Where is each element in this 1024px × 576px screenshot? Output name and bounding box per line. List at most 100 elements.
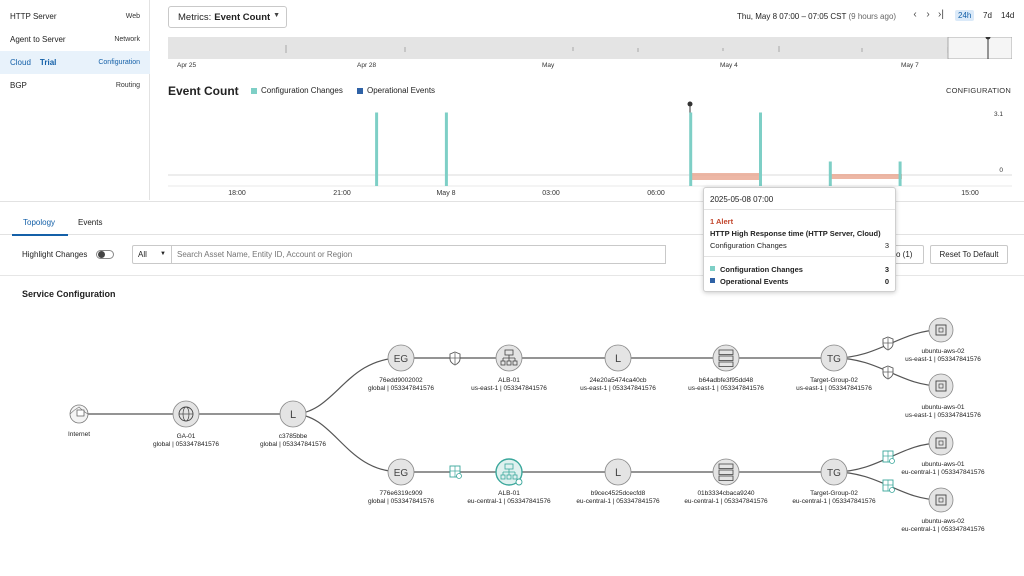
node-label: ubuntu-aws-01 eu-central-1 | 053347841576	[901, 461, 985, 476]
metrics-select[interactable]: Metrics: Event Count ▼	[168, 6, 287, 28]
event-count-chart[interactable]: 3.1 0 18:00 21:00 May 8 03:00 06:00 15:0…	[0, 0, 1024, 200]
y-min-label: 0	[999, 167, 1003, 174]
cpu-chip-icon[interactable]	[928, 430, 954, 456]
cpu-chip-icon[interactable]	[928, 373, 954, 399]
security-group-icon[interactable]	[449, 465, 462, 479]
node-label: 24e20a5474ca40cb us-east-1 | 053347841576	[580, 377, 656, 392]
sidebar-item-label: Cloud	[10, 58, 31, 67]
reset-to-default-button[interactable]: Reset To Default	[930, 245, 1008, 264]
highlight-changes-toggle[interactable]	[96, 250, 114, 259]
x-tick-label: 03:00	[542, 190, 560, 197]
section-label: CONFIGURATION	[946, 86, 1011, 95]
security-group-icon[interactable]	[449, 351, 461, 366]
tooltip-alert-count: 1 Alert	[710, 217, 734, 226]
target-group-node[interactable]: TG	[820, 458, 848, 486]
filter-select[interactable]: All ▼	[132, 245, 172, 264]
chart-bar[interactable]	[444, 112, 448, 187]
listener-node[interactable]: L	[604, 458, 632, 486]
overview-label: May 7	[901, 62, 919, 69]
chart-bar[interactable]	[828, 161, 832, 187]
metrics-value: Event Count	[214, 11, 271, 23]
tab-bar: Topology Events	[0, 201, 1024, 236]
legend-operational-events[interactable]: Operational Events	[357, 86, 435, 95]
node-label: b64adbfe3f95dd48 us-east-1 | 053347841576	[688, 377, 764, 392]
node-glyph: EG	[394, 468, 409, 479]
node-glyph: L	[615, 467, 621, 479]
chart-bar[interactable]	[898, 161, 902, 187]
sidebar-item-type: Routing	[115, 82, 140, 89]
x-tick-label: 21:00	[333, 190, 351, 197]
alert-band[interactable]	[690, 173, 762, 180]
alb-node-selected[interactable]	[495, 458, 523, 486]
load-balancer-node[interactable]: L	[279, 400, 307, 428]
tooltip-time: 2025-05-08 07:00	[704, 188, 895, 210]
sidebar-item-http-server[interactable]: HTTP Server Web	[0, 5, 150, 28]
search-input[interactable]	[171, 245, 666, 264]
x-tick-label: 15:00	[961, 190, 979, 197]
tooltip-alert-metric: Configuration Changes 3	[710, 241, 889, 250]
legend-label: Operational Events	[367, 86, 436, 95]
cpu-chip-icon[interactable]	[928, 487, 954, 513]
alb-node[interactable]	[495, 344, 523, 372]
alert-band[interactable]	[830, 174, 902, 179]
chart-tooltip: 2025-05-08 07:00 1 Alert HTTP High Respo…	[703, 187, 896, 292]
sidebar-item-label: Agent to Server	[10, 35, 66, 44]
security-group-icon[interactable]	[882, 479, 895, 493]
overview-timeline[interactable]	[168, 37, 1012, 59]
sidebar-item-type: Configuration	[98, 59, 140, 66]
sidebar-item-agent-to-server[interactable]: Agent to Server Network	[0, 28, 150, 51]
overview-label: Apr 28	[357, 62, 377, 69]
cursor-handle[interactable]	[687, 101, 693, 107]
globe-icon[interactable]	[172, 400, 200, 428]
chart-bar[interactable]	[375, 112, 379, 187]
node-label: ubuntu-aws-01 us-east-1 | 053347841576	[905, 404, 981, 419]
node-label: 01b3334cbaca9240 eu-central-1 | 053347841…	[684, 490, 768, 505]
node-label: b9cec4525dcecfd8 eu-central-1 | 053347841…	[576, 490, 660, 505]
legend-swatch	[357, 87, 363, 94]
filter-value: All	[138, 250, 147, 259]
range-24h-button[interactable]: 24h	[955, 10, 975, 21]
tab-events[interactable]: Events	[78, 218, 103, 227]
listener-node[interactable]: L	[604, 344, 632, 372]
chevron-left-icon[interactable]: ‹	[913, 9, 917, 20]
tooltip-alert-name: HTTP High Response time (HTTP Server, Cl…	[710, 229, 881, 238]
node-label: ALB-01 us-east-1 | 053347841576	[471, 377, 547, 392]
tab-topology[interactable]: Topology	[23, 218, 56, 227]
date-range: Thu, May 8 07:00 – 07:05 CST (9 hours ag…	[737, 12, 896, 21]
chevron-down-icon: ▼	[273, 12, 280, 19]
sidebar-item-cloud[interactable]: Cloud Trial Configuration	[0, 51, 150, 74]
active-tab-indicator	[12, 234, 68, 236]
date-range-note: (9 hours ago)	[848, 12, 897, 21]
tooltip-divider	[704, 256, 895, 257]
edge-gateway-node[interactable]: EG	[387, 344, 415, 372]
sidebar-item-type: Network	[114, 36, 140, 43]
skip-to-end-icon[interactable]: ›|	[938, 9, 944, 20]
legend-swatch	[251, 87, 257, 94]
node-label: Target-Group-02 eu-central-1 | 0533478415…	[792, 490, 876, 505]
overview-label: May 4	[720, 62, 738, 69]
security-group-icon[interactable]	[882, 450, 895, 464]
range-7d-button[interactable]: 7d	[983, 11, 992, 20]
chart-bar[interactable]	[689, 112, 693, 187]
server-rack-icon[interactable]	[712, 458, 740, 486]
x-tick-label: 18:00	[228, 190, 246, 197]
chart-title: Event Count	[168, 84, 239, 98]
security-group-icon[interactable]	[882, 365, 894, 380]
internet-node[interactable]	[69, 404, 89, 424]
node-glyph: L	[615, 353, 621, 365]
date-range-text: Thu, May 8 07:00 – 07:05 CST	[737, 12, 847, 21]
server-rack-icon[interactable]	[712, 344, 740, 372]
sidebar-item-bgp[interactable]: BGP Routing	[0, 74, 150, 97]
chevron-right-icon[interactable]: ›	[926, 9, 930, 20]
edge-gateway-node[interactable]: EG	[387, 458, 415, 486]
chart-bar[interactable]	[759, 112, 762, 187]
cpu-chip-icon[interactable]	[928, 317, 954, 343]
node-label: 776e6319c909 global | 053347841576	[367, 490, 435, 505]
range-14d-button[interactable]: 14d	[1001, 11, 1015, 20]
topology-graph[interactable]: L EG EG L L	[0, 286, 1024, 576]
legend-swatch	[710, 278, 715, 283]
node-label: Internet	[67, 431, 91, 438]
target-group-node[interactable]: TG	[820, 344, 848, 372]
security-group-icon[interactable]	[882, 336, 894, 351]
legend-config-changes[interactable]: Configuration Changes	[251, 86, 343, 95]
